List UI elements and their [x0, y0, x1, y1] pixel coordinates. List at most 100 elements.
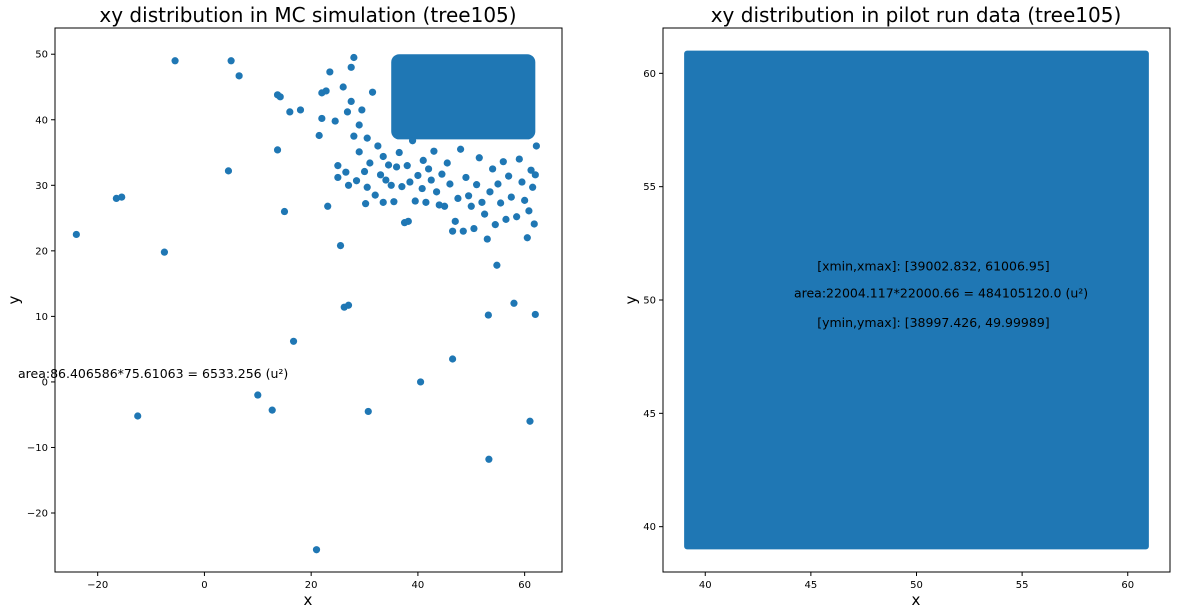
annotation-text: [ymin,ymax]: [38997.426, 49.99989]	[817, 315, 1049, 330]
scatter-point	[318, 114, 326, 123]
y-axis-ticks: −20 −10 0 10 20 30 40 50	[27, 50, 55, 520]
scatter-point	[478, 198, 486, 206]
scatter-point	[355, 121, 363, 129]
scatter-point	[411, 197, 419, 205]
scatter-points	[72, 53, 540, 554]
annotation-text: area:22004.117*22000.66 = 484105120.0 (u…	[794, 286, 1088, 301]
x-tick-label: 55	[1016, 580, 1029, 591]
scatter-point	[416, 378, 425, 386]
scatter-point	[443, 159, 451, 167]
scatter-point	[339, 83, 347, 91]
scatter-point	[430, 147, 438, 155]
scatter-point	[344, 181, 353, 189]
scatter-point	[448, 355, 457, 363]
scatter-point	[315, 131, 323, 140]
scatter-point	[493, 261, 501, 269]
scatter-point	[268, 406, 276, 414]
scatter-point	[395, 148, 403, 157]
scatter-point	[390, 198, 398, 206]
scatter-point	[363, 134, 371, 142]
scatter-point	[366, 159, 374, 167]
scatter-point	[489, 165, 497, 173]
scatter-point	[355, 148, 363, 156]
scatter-point	[227, 57, 235, 65]
scatter-point	[459, 227, 467, 235]
y-tick-label: 45	[643, 409, 656, 420]
scatter-point	[160, 248, 169, 256]
scatter-point	[398, 183, 406, 191]
dense-point-area	[391, 54, 536, 140]
scatter-point	[414, 171, 422, 180]
scatter-point	[371, 191, 379, 199]
scatter-point	[334, 173, 342, 182]
scatter-point	[235, 72, 243, 80]
scatter-point	[343, 108, 352, 116]
scatter-point	[454, 194, 462, 203]
plot-title: xy distribution in MC simulation (tree10…	[99, 3, 516, 27]
scatter-point	[224, 167, 233, 175]
scatter-point	[440, 202, 449, 210]
scatter-point	[347, 97, 355, 106]
scatter-point	[527, 166, 535, 174]
scatter-point	[376, 171, 385, 179]
scatter-point	[499, 158, 507, 166]
dense-point-cluster	[391, 54, 536, 140]
scatter-point	[331, 117, 339, 125]
scatter-point	[529, 183, 537, 191]
scatter-point	[364, 407, 372, 416]
scatter-point	[368, 88, 377, 96]
scatter-point	[475, 154, 483, 162]
scatter-point	[322, 87, 330, 95]
x-tick-label: 50	[910, 580, 923, 591]
scatter-point	[171, 57, 179, 65]
scatter-point	[518, 178, 526, 186]
x-axis-ticks: 40 45 50 55 60	[699, 572, 1134, 591]
scatter-point	[342, 168, 350, 176]
scatter-point	[513, 213, 521, 221]
scatter-point	[510, 299, 518, 307]
scatter-point	[507, 193, 515, 201]
scatter-point	[526, 417, 534, 425]
scatter-point	[273, 146, 282, 154]
scatter-point	[531, 171, 539, 179]
scatter-point	[326, 68, 334, 76]
x-tick-label: 20	[305, 580, 318, 591]
scatter-point	[438, 170, 446, 178]
y-tick-label: 0	[42, 377, 48, 388]
scatter-point	[403, 162, 411, 170]
scatter-point	[419, 156, 427, 164]
y-axis-label: y	[622, 295, 640, 304]
y-tick-label: 30	[35, 181, 48, 192]
scatter-point	[484, 311, 492, 319]
y-tick-label: −20	[27, 509, 48, 520]
annotations: [xmin,xmax]: [39002.832, 61006.95] area:2…	[794, 259, 1088, 331]
scatter-point	[515, 155, 523, 163]
x-tick-label: 60	[518, 580, 531, 591]
scatter-point	[408, 137, 417, 145]
scatter-point	[276, 93, 284, 101]
plot-title: xy distribution in pilot run data (tree1…	[711, 3, 1122, 27]
scatter-point	[296, 106, 305, 114]
scatter-point	[497, 199, 505, 207]
scatter-point	[392, 163, 401, 171]
x-tick-label: 0	[201, 580, 207, 591]
y-tick-label: −10	[27, 443, 48, 454]
scatter-point	[525, 207, 533, 215]
y-tick-label: 50	[643, 296, 656, 307]
scatter-point	[457, 145, 465, 153]
scatter-point	[462, 173, 470, 182]
scatter-point	[312, 546, 321, 554]
dense-point-area	[684, 50, 1149, 550]
scatter-point	[286, 108, 294, 116]
scatter-point	[532, 142, 540, 150]
scatter-point	[352, 177, 361, 185]
y-tick-label: 60	[643, 69, 656, 80]
scatter-point	[362, 200, 370, 208]
scatter-point	[350, 53, 358, 62]
scatter-point	[280, 207, 289, 216]
scatter-point	[530, 220, 538, 228]
scatter-point	[254, 391, 262, 399]
scatter-point	[324, 202, 332, 210]
scatter-point	[521, 196, 529, 204]
